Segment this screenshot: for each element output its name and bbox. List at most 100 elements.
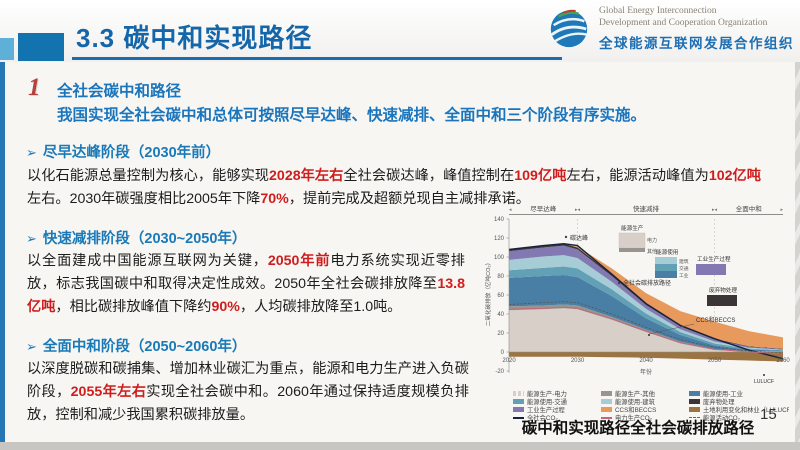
legend-item: 能源生产-电力 bbox=[513, 390, 601, 397]
chart-legend: 能源生产-电力 能源生产-其他 能源使用-工业能源使用-交通 能源使用-建筑 废弃物处理… bbox=[513, 390, 789, 421]
phase-ruler: ◂ 尽早达峰 ▸ ◂ 快速减排 ▸ ◂ 全面中和 ▸ bbox=[509, 204, 783, 215]
accent-square-dark bbox=[18, 33, 64, 61]
legend-label: 能源活动CO₂ bbox=[703, 415, 741, 421]
legend-label: 能源生产-电力 bbox=[527, 391, 567, 397]
svg-text:其他: 其他 bbox=[647, 248, 657, 255]
page-title: 3.3 碳中和实现路径 bbox=[76, 23, 313, 53]
svg-text:全社会碳排放路径: 全社会碳排放路径 bbox=[623, 279, 671, 287]
emissions-chart-plot: 140 120 100 80 60 40 20 0 -20 2020 2030 2040 2050 206… bbox=[484, 217, 790, 385]
legend-label: 能源生产-其他 bbox=[615, 391, 655, 397]
legend-swatch bbox=[689, 417, 700, 418]
legend-swatch bbox=[601, 399, 612, 404]
stage1-title: 尽早达峰阶段（2030年前） bbox=[42, 145, 221, 161]
logo-en-line2: Development and Cooperation Organization bbox=[599, 18, 768, 29]
globe-icon bbox=[550, 10, 588, 48]
logo-cn-line: 全球能源互联网发展合作组织 bbox=[599, 35, 794, 51]
svg-text:2050: 2050 bbox=[708, 358, 722, 364]
phase-segment: ◂ 全面中和 ▸ bbox=[714, 205, 783, 215]
svg-text:40: 40 bbox=[497, 312, 504, 318]
emissions-chart: ◂ 尽早达峰 ▸ ◂ 快速减排 ▸ ◂ 全面中和 ▸ 140 120 100 80 60 40 20 0 -20… bbox=[483, 204, 791, 421]
svg-text:工业生产过程: 工业生产过程 bbox=[697, 255, 731, 263]
svg-text:2040: 2040 bbox=[639, 358, 653, 364]
stage3-title: 全面中和阶段（2050~2060年） bbox=[42, 339, 247, 355]
bottom-strip bbox=[0, 442, 800, 450]
svg-text:2060: 2060 bbox=[776, 358, 790, 364]
stage2-heading: ➢ 快速减排阶段（2030~2050年） bbox=[26, 227, 246, 248]
legend-swatch bbox=[601, 416, 612, 419]
stage1-arrow-icon: ➢ bbox=[26, 145, 37, 160]
svg-text:120: 120 bbox=[494, 236, 505, 242]
legend-item: 全社会CO₂ bbox=[513, 414, 601, 421]
accent-square-light bbox=[0, 38, 14, 60]
svg-text:电力: 电力 bbox=[647, 237, 657, 244]
intro-title: 全社会碳中和路径 bbox=[57, 83, 182, 100]
legend-item: 土地利用变化和林业（LULUCF） bbox=[689, 406, 789, 413]
legend-swatch bbox=[513, 407, 524, 412]
legend-label: 全社会CO₂ bbox=[527, 415, 558, 421]
legend-label: 土地利用变化和林业（LULUCF） bbox=[703, 407, 789, 413]
svg-text:140: 140 bbox=[494, 217, 505, 223]
svg-text:年份: 年份 bbox=[640, 368, 652, 376]
svg-text:2030: 2030 bbox=[571, 358, 585, 364]
legend-label: 电力生产CO₂ bbox=[615, 415, 653, 421]
legend-swatch bbox=[513, 399, 524, 404]
legend-label: CCS和BECCS bbox=[615, 407, 657, 413]
svg-text:LULUCF: LULUCF bbox=[754, 379, 774, 385]
logo-en-line1: Global Energy Interconnection bbox=[599, 6, 717, 16]
legend-item: 能源活动CO₂ bbox=[689, 414, 789, 421]
svg-text:建筑: 建筑 bbox=[679, 258, 689, 265]
legend-swatch bbox=[513, 416, 524, 419]
legend-item: 能源使用-建筑 bbox=[601, 398, 689, 405]
svg-text:2020: 2020 bbox=[502, 358, 516, 364]
legend-label: 能源使用-工业 bbox=[703, 391, 743, 397]
svg-text:碳达峰: 碳达峰 bbox=[570, 234, 588, 242]
svg-text:工业: 工业 bbox=[679, 272, 689, 279]
legend-item: 电力生产CO₂ bbox=[601, 414, 689, 421]
stage3-arrow-icon: ➢ bbox=[26, 339, 37, 354]
stage3-heading: ➢ 全面中和阶段（2050~2060年） bbox=[26, 335, 246, 356]
legend-item: 废弃物处理 bbox=[689, 398, 789, 405]
page-number: 15 bbox=[760, 406, 777, 423]
logo-text: Global Energy Interconnection Developmen… bbox=[599, 5, 794, 52]
stage2-arrow-icon: ➢ bbox=[26, 231, 37, 246]
legend-swatch bbox=[513, 391, 524, 396]
stage1-heading: ➢ 尽早达峰阶段（2030年前） bbox=[26, 141, 220, 162]
stage2-paragraph: 以全面建成中国能源互联网为关键，2050年前电力系统实现近零排放，标志我国碳中和… bbox=[27, 253, 465, 316]
phase-segment: ◂ 快速减排 ▸ bbox=[577, 205, 715, 215]
legend-label: 能源使用-交通 bbox=[527, 399, 567, 405]
legend-label: 能源使用-建筑 bbox=[615, 399, 655, 405]
phase-segment: ◂ 尽早达峰 ▸ bbox=[509, 205, 578, 215]
legend-item: CCS和BECCS bbox=[601, 406, 689, 413]
svg-text:二氧化碳排放（亿吨CO₂）: 二氧化碳排放（亿吨CO₂） bbox=[484, 260, 492, 327]
stage2-title: 快速减排阶段（2030~2050年） bbox=[42, 231, 247, 247]
svg-text:0: 0 bbox=[501, 350, 505, 356]
svg-text:能源使用: 能源使用 bbox=[656, 248, 678, 256]
svg-text:CCS和BECCS: CCS和BECCS bbox=[696, 316, 735, 324]
section-number: 1 bbox=[28, 74, 41, 101]
legend-swatch bbox=[601, 407, 612, 412]
left-accent-strip bbox=[0, 62, 5, 442]
legend-swatch bbox=[689, 407, 700, 412]
svg-text:-20: -20 bbox=[495, 369, 504, 375]
legend-item: 能源使用-交通 bbox=[513, 398, 601, 405]
legend-item: 能源生产-其他 bbox=[601, 390, 689, 397]
legend-swatch bbox=[601, 391, 612, 396]
organization-logo: Global Energy Interconnection Developmen… bbox=[546, 5, 794, 52]
legend-label: 工业生产过程 bbox=[527, 407, 565, 413]
intro-subtitle: 我国实现全社会碳中和总体可按照尽早达峰、快速减排、全面中和三个阶段有序实施。 bbox=[57, 107, 647, 124]
svg-text:能源生产: 能源生产 bbox=[621, 224, 644, 232]
svg-text:交通: 交通 bbox=[679, 265, 689, 272]
chart-caption: 碳中和实现路径全社会碳排放路径 bbox=[521, 420, 755, 437]
legend-swatch bbox=[689, 399, 700, 404]
content-panel bbox=[5, 62, 795, 442]
svg-text:废弃物处理: 废弃物处理 bbox=[709, 286, 737, 294]
slide-header: 3.3 碳中和实现路径 Global Energy Interconnectio… bbox=[0, 0, 800, 62]
legend-item: 能源使用-工业 bbox=[689, 390, 789, 397]
legend-swatch bbox=[689, 391, 700, 396]
title-underline bbox=[72, 57, 562, 60]
svg-text:20: 20 bbox=[497, 331, 504, 337]
svg-text:100: 100 bbox=[494, 255, 505, 261]
svg-text:80: 80 bbox=[497, 274, 504, 280]
stage1-paragraph: 以化石能源总量控制为核心，能够实现2028年左右全社会碳达峰，峰值控制在109亿… bbox=[27, 168, 761, 208]
